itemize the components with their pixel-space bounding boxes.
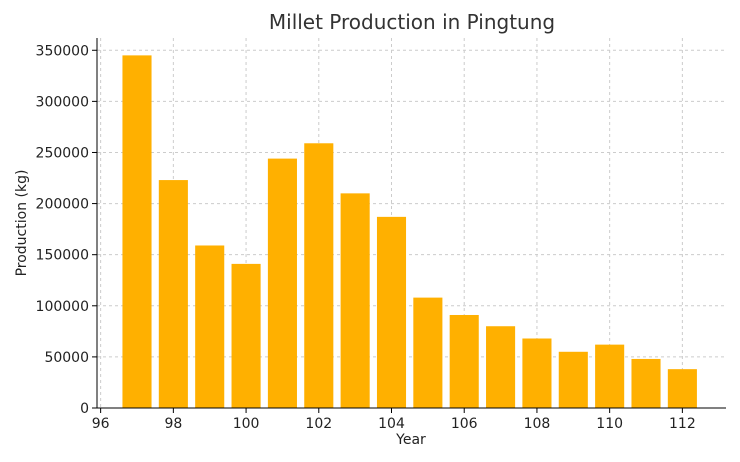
x-tick-label: 110 — [596, 416, 623, 432]
bar-110 — [595, 344, 625, 408]
x-tick-label: 96 — [92, 416, 110, 432]
bar-97 — [122, 55, 152, 408]
x-axis-label: Year — [395, 432, 426, 448]
y-axis-label: Production (kg) — [14, 170, 30, 277]
bar-99 — [195, 245, 225, 408]
x-tick-label: 112 — [669, 416, 696, 432]
y-tick-label: 300000 — [36, 94, 89, 110]
bar-104 — [376, 216, 407, 408]
y-tick-label: 100000 — [36, 299, 89, 315]
grid — [97, 38, 726, 408]
bar-107 — [486, 326, 516, 408]
chart-title: Millet Production in Pingtung — [269, 10, 555, 34]
y-tick-label: 50000 — [44, 350, 89, 366]
y-tick-label: 250000 — [36, 145, 89, 161]
bar-102 — [304, 143, 334, 408]
bars — [122, 55, 697, 408]
y-tick-label: 350000 — [36, 43, 89, 59]
y-tick-label: 0 — [80, 401, 89, 417]
y-tick-label: 200000 — [36, 197, 89, 213]
bar-112 — [667, 369, 697, 408]
x-ticks: 96 98 100 102 104 106 108 110 112 — [92, 408, 696, 432]
bar-98 — [158, 180, 188, 408]
x-tick-label: 100 — [233, 416, 260, 432]
x-tick-label: 104 — [378, 416, 405, 432]
bar-108 — [522, 338, 552, 408]
bar-109 — [558, 351, 588, 408]
y-tick-label: 150000 — [36, 248, 89, 264]
bar-103 — [340, 193, 370, 408]
bar-100 — [231, 263, 261, 408]
bar-106 — [449, 314, 479, 408]
x-tick-label: 106 — [451, 416, 478, 432]
axes — [96, 38, 726, 409]
x-tick-label: 108 — [524, 416, 551, 432]
bar-111 — [631, 358, 661, 408]
y-ticks: 0 50000 100000 150000 200000 250000 300000 3500… — [36, 43, 97, 417]
x-tick-label: 98 — [164, 416, 182, 432]
bar-101 — [267, 158, 297, 408]
x-tick-label: 102 — [305, 416, 332, 432]
bar-105 — [413, 297, 443, 408]
